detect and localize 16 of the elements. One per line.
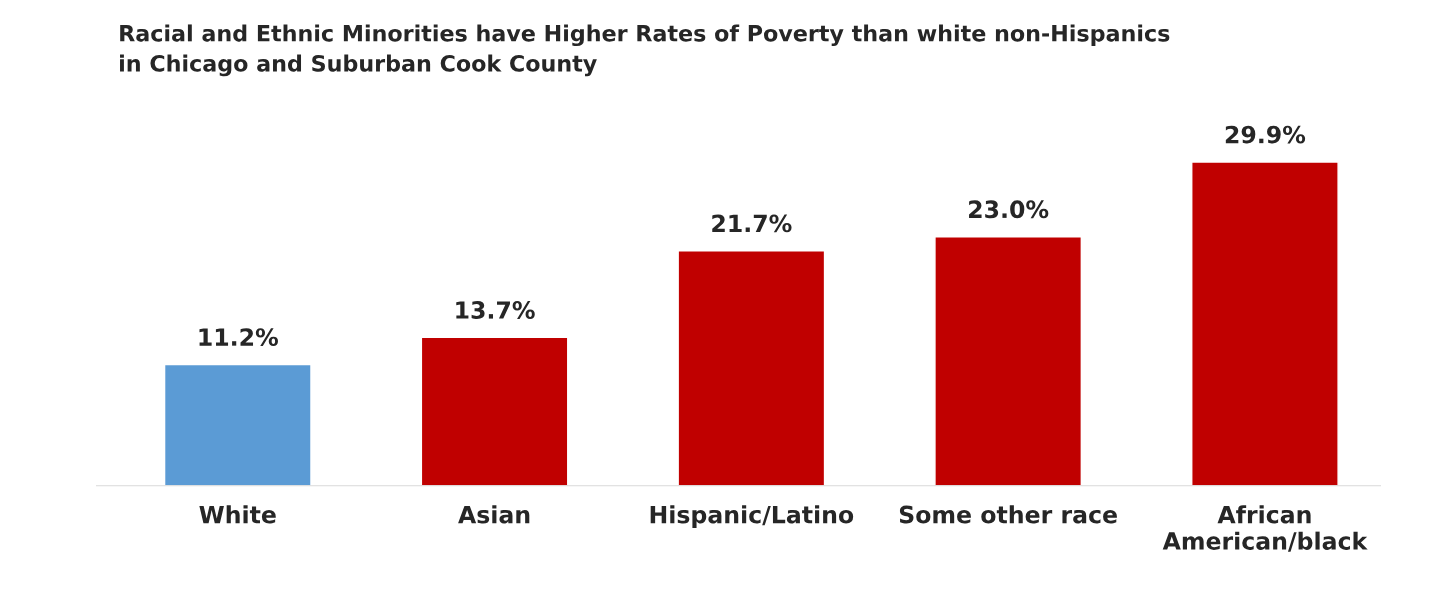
- chart-title: Racial and Ethnic Minorities have Higher Rates of Poverty than white non-Hispanics in Chicago and Suburban Cook County: [120, 24, 1170, 77]
- x-tick-label: Asian: [458, 505, 530, 524]
- x-tick-label: White: [199, 505, 276, 524]
- data-label: 13.7%: [456, 301, 535, 319]
- data-label: 29.9%: [1225, 125, 1306, 144]
- data-label: 21.7%: [712, 214, 792, 233]
- x-tick-label: Some other race: [899, 505, 1117, 524]
- bar: [934, 235, 1083, 486]
- bar: [677, 250, 826, 486]
- data-label: 11.2%: [199, 328, 278, 346]
- bar: [1191, 161, 1339, 486]
- bar: [420, 336, 569, 486]
- bar: [163, 363, 312, 486]
- x-tick-label: Hispanic/Latino: [650, 505, 854, 529]
- x-tick-label: African American/black: [1162, 505, 1368, 552]
- data-label: 23.0%: [969, 200, 1049, 219]
